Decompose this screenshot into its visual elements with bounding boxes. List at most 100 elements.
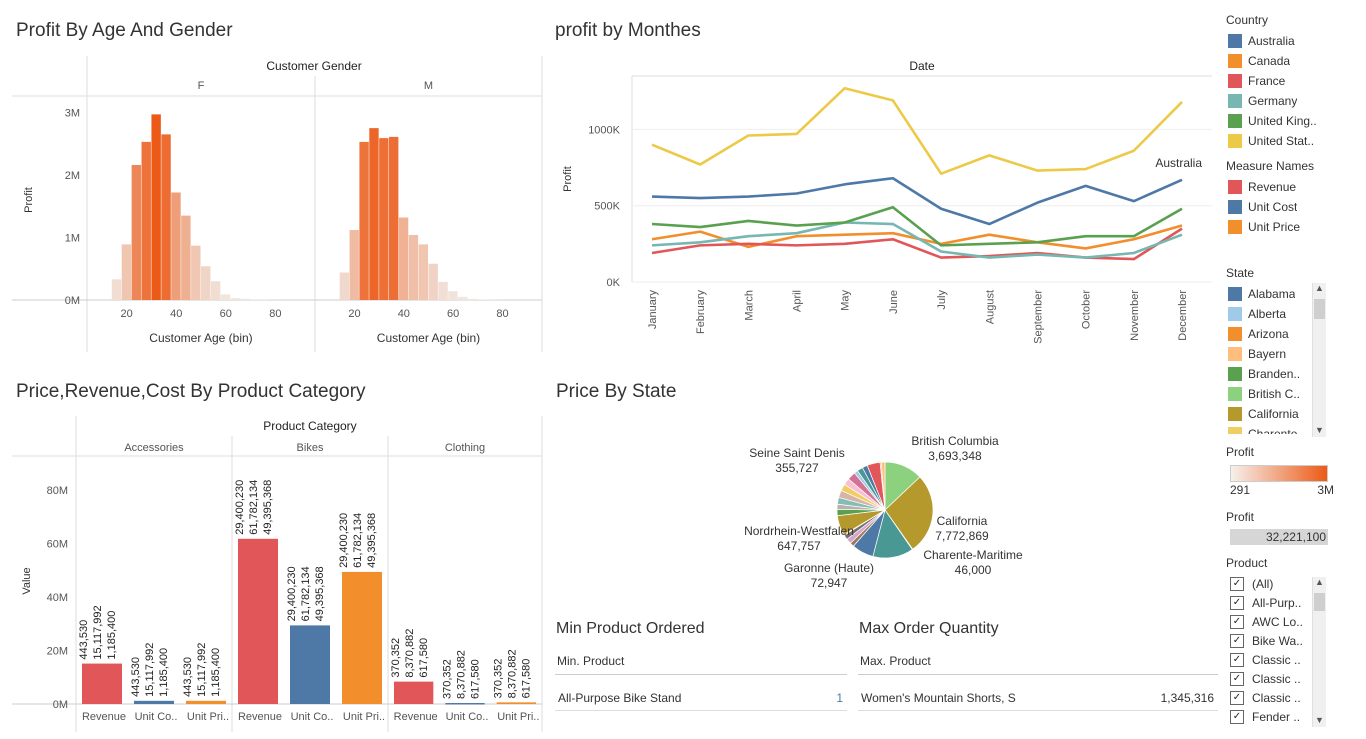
countries-legend-item[interactable]: Germany bbox=[1222, 91, 1317, 111]
product-filter-item[interactable]: ✓ Classic .. bbox=[1222, 669, 1328, 688]
y-tick-label: 1000K bbox=[588, 124, 620, 136]
checkbox-checked-icon[interactable]: ✓ bbox=[1230, 671, 1244, 686]
legend-swatch bbox=[1228, 307, 1242, 321]
checkbox-checked-icon[interactable]: ✓ bbox=[1230, 652, 1244, 667]
countries-legend-item[interactable]: Canada bbox=[1222, 51, 1317, 71]
measures-legend-item[interactable]: Revenue bbox=[1222, 177, 1314, 197]
countries-legend-item[interactable]: Australia bbox=[1222, 31, 1317, 51]
x-tick-label: May bbox=[840, 290, 852, 311]
histogram-bar bbox=[418, 244, 428, 300]
checkbox-checked-icon[interactable]: ✓ bbox=[1230, 690, 1244, 705]
histogram-bar bbox=[111, 279, 122, 300]
product-filter-item[interactable]: ✓ Classic .. bbox=[1222, 688, 1328, 707]
max-order-title: Max Order Quantity bbox=[859, 620, 999, 637]
data-label: 443,530 bbox=[78, 620, 90, 660]
product-filter-item[interactable]: ✓ All-Purp.. bbox=[1222, 593, 1328, 612]
histogram-bar bbox=[458, 296, 468, 300]
state-legend-scrollbar[interactable]: ▲ ▼ bbox=[1312, 283, 1326, 437]
x-tick-label: March bbox=[743, 290, 755, 321]
pie-label-value: 72,947 bbox=[811, 576, 848, 590]
table-row[interactable]: All-Purpose Bike Stand 1 bbox=[555, 686, 847, 711]
x-tick-label: Unit Co.. bbox=[135, 711, 178, 723]
scroll-up-icon[interactable]: ▲ bbox=[1315, 577, 1324, 587]
legend-swatch bbox=[1228, 427, 1242, 434]
data-label: 29,400,230 bbox=[234, 480, 246, 535]
table-row[interactable]: Women's Mountain Shorts, S 1,345,316 bbox=[858, 686, 1218, 711]
product-filter-item[interactable]: ✓ Classic .. bbox=[1222, 650, 1328, 669]
series-line-germany bbox=[651, 221, 1183, 259]
product-filter-item[interactable]: ✓ Fender .. bbox=[1222, 707, 1328, 726]
product-filter-item[interactable]: ✓ Bike Wa.. bbox=[1222, 631, 1328, 650]
x-tick-label: 20 bbox=[121, 308, 133, 320]
states-legend-item[interactable]: Branden.. bbox=[1222, 364, 1328, 384]
scroll-thumb[interactable] bbox=[1314, 593, 1325, 611]
states-legend-item[interactable]: British C.. bbox=[1222, 384, 1328, 404]
profit-max-label: 3M bbox=[1317, 483, 1334, 497]
measures-legend-item[interactable]: Unit Cost bbox=[1222, 197, 1314, 217]
states-legend-item[interactable]: Bayern bbox=[1222, 344, 1328, 364]
states-legend-item[interactable]: Charente.. bbox=[1222, 424, 1328, 434]
checkbox-checked-icon[interactable]: ✓ bbox=[1230, 576, 1244, 591]
legend-label: Arizona bbox=[1248, 327, 1289, 341]
bar-unit-price bbox=[186, 700, 226, 704]
x-axis-title: Date bbox=[909, 59, 935, 73]
scroll-down-icon[interactable]: ▼ bbox=[1315, 425, 1324, 435]
product-filter-item[interactable]: ✓ AWC Lo.. bbox=[1222, 612, 1328, 631]
facet-label: Clothing bbox=[445, 442, 485, 454]
scroll-thumb[interactable] bbox=[1314, 299, 1325, 319]
pie-label-name: British Columbia bbox=[911, 434, 999, 448]
data-label: 443,530 bbox=[130, 657, 142, 697]
x-tick-label: Revenue bbox=[238, 711, 282, 723]
states-legend-item[interactable]: California bbox=[1222, 404, 1328, 424]
states-legend-item[interactable]: Arizona bbox=[1222, 324, 1328, 344]
facet-label: M bbox=[424, 80, 433, 92]
histogram-bar bbox=[477, 299, 488, 300]
product-filter-label: Classic .. bbox=[1252, 671, 1301, 686]
product-filter-scrollbar[interactable]: ▲ ▼ bbox=[1312, 577, 1326, 727]
histogram-bar bbox=[467, 298, 478, 300]
histogram-bar bbox=[339, 272, 350, 300]
legend-label: Unit Cost bbox=[1248, 200, 1298, 214]
states-legend-item[interactable]: Alberta bbox=[1222, 304, 1328, 324]
product-category-title: Price,Revenue,Cost By Product Category bbox=[16, 381, 366, 402]
countries-legend-item[interactable]: United Stat.. bbox=[1222, 131, 1317, 151]
profit-total-value: 32,221,100 bbox=[1230, 529, 1328, 545]
profit-color-title: Profit bbox=[1226, 445, 1255, 459]
profit-gradient-bar bbox=[1230, 465, 1328, 482]
min-product-table: Min. Product All-Purpose Bike Stand 1 bbox=[555, 650, 847, 730]
y-tick-label: 500K bbox=[594, 201, 620, 213]
states-legend-item[interactable]: Alabama bbox=[1222, 284, 1328, 304]
scroll-down-icon[interactable]: ▼ bbox=[1315, 715, 1324, 725]
max-product-value: 1,345,316 bbox=[1160, 691, 1214, 705]
country-legend: Country Australia Canada France Germany Unit… bbox=[1222, 13, 1317, 151]
histogram-bar bbox=[121, 244, 132, 300]
measures-legend-item[interactable]: Unit Price bbox=[1222, 217, 1314, 237]
countries-legend-item[interactable]: France bbox=[1222, 71, 1317, 91]
max-order-header-label: Max. Product bbox=[860, 654, 931, 668]
scroll-up-icon[interactable]: ▲ bbox=[1315, 283, 1324, 293]
months-title: profit by Monthes bbox=[555, 20, 701, 41]
data-label: 370,352 bbox=[441, 659, 453, 699]
legend-label: Australia bbox=[1248, 34, 1295, 48]
y-axis-label: Value bbox=[21, 567, 33, 594]
legend-label: Canada bbox=[1248, 54, 1291, 68]
legend-swatch bbox=[1228, 180, 1242, 194]
product-filter-item[interactable]: ✓ (All) bbox=[1222, 574, 1328, 593]
histogram-bar bbox=[240, 298, 251, 300]
checkbox-checked-icon[interactable]: ✓ bbox=[1230, 633, 1244, 648]
x-tick-label: April bbox=[792, 290, 804, 312]
checkbox-checked-icon[interactable]: ✓ bbox=[1230, 614, 1244, 629]
checkbox-checked-icon[interactable]: ✓ bbox=[1230, 595, 1244, 610]
legend-swatch bbox=[1228, 220, 1242, 234]
bar-unit-price bbox=[342, 571, 382, 704]
countries-legend-item[interactable]: United King.. bbox=[1222, 111, 1317, 131]
legend-label: Charente.. bbox=[1248, 427, 1305, 434]
checkbox-checked-icon[interactable]: ✓ bbox=[1230, 709, 1244, 724]
histogram-bar bbox=[141, 141, 151, 300]
x-tick-label: January bbox=[647, 290, 659, 330]
product-filter: Product ✓ (All) ✓ All-Purp.. ✓ AWC Lo.. ✓ Bike … bbox=[1222, 556, 1328, 734]
histogram-bar bbox=[151, 114, 161, 300]
x-tick-label: June bbox=[888, 290, 900, 314]
facet-label: Bikes bbox=[297, 442, 324, 454]
